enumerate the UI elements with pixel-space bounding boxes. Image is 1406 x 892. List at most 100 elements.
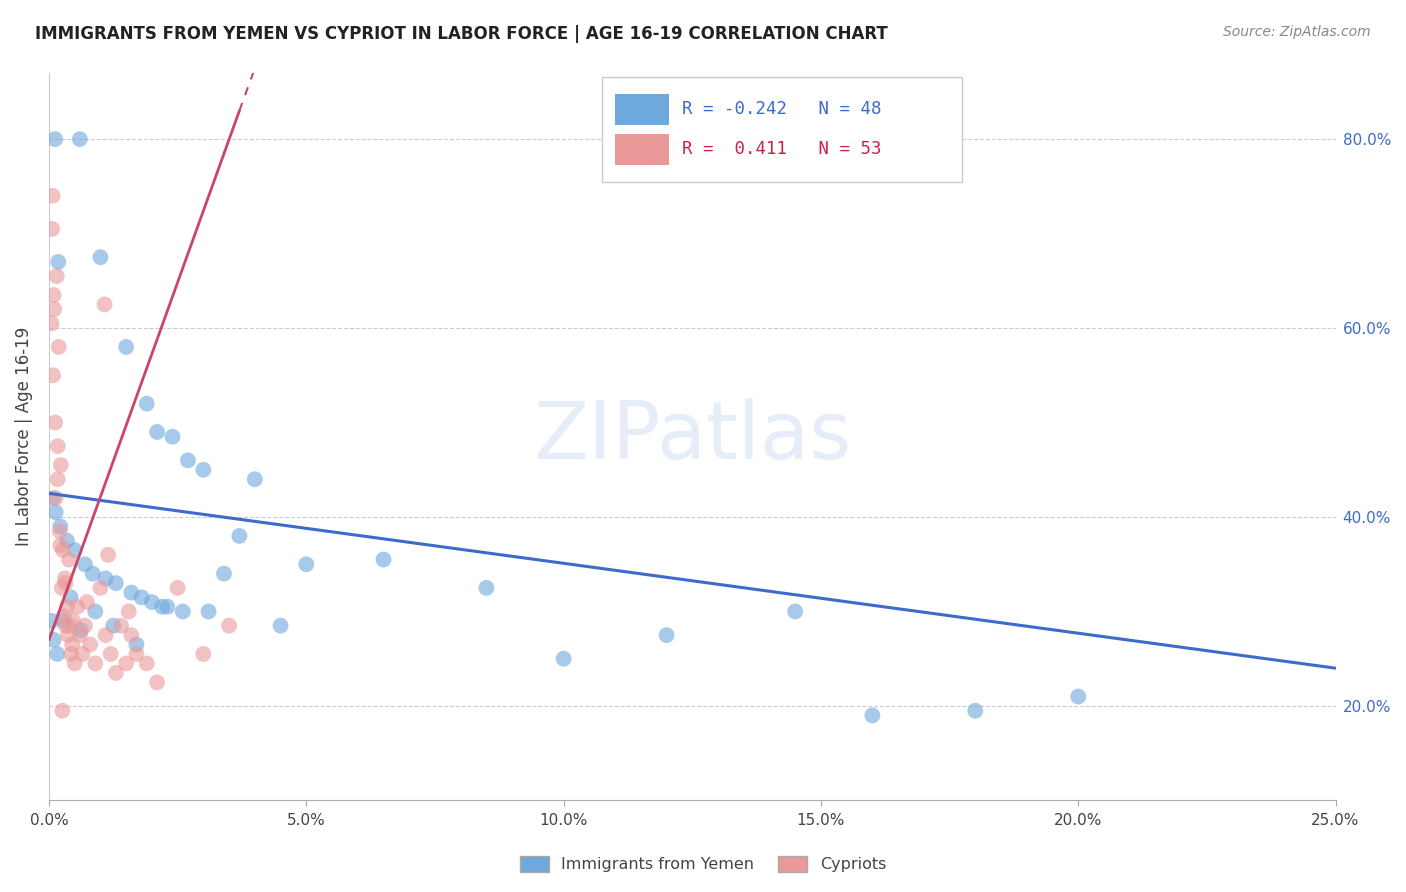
Point	[41, 189, 63, 203]
Point	[41, 222, 63, 236]
Point	[212, 566, 235, 581]
Point	[52, 543, 75, 558]
Point	[373, 552, 395, 566]
Point	[82, 566, 104, 581]
Point	[125, 638, 148, 652]
Point	[135, 397, 157, 411]
Point	[120, 585, 142, 599]
Point	[475, 581, 498, 595]
Point	[72, 647, 94, 661]
Legend: Immigrants from Yemen, Cypriots: Immigrants from Yemen, Cypriots	[513, 849, 893, 879]
Point	[42, 288, 65, 302]
Point	[46, 472, 69, 486]
Text: ZIPatlas: ZIPatlas	[533, 398, 851, 475]
Point	[172, 605, 194, 619]
Point	[94, 628, 117, 642]
Point	[63, 543, 86, 558]
Point	[553, 651, 575, 665]
Point	[243, 472, 266, 486]
Point	[860, 708, 883, 723]
Point	[59, 618, 82, 632]
Point	[89, 581, 111, 595]
Point	[62, 614, 84, 628]
Point	[45, 491, 67, 505]
Point	[103, 618, 125, 632]
Point	[49, 524, 72, 538]
Point	[162, 430, 184, 444]
Point	[89, 250, 111, 264]
Point	[228, 529, 250, 543]
Point	[115, 340, 138, 354]
Point	[42, 302, 65, 317]
FancyBboxPatch shape	[602, 77, 963, 182]
Text: Source: ZipAtlas.com: Source: ZipAtlas.com	[1223, 25, 1371, 39]
Point	[193, 463, 215, 477]
Point	[93, 297, 115, 311]
Point	[42, 491, 65, 505]
Point	[41, 316, 63, 330]
Point	[1067, 690, 1090, 704]
Point	[56, 533, 79, 548]
Point	[49, 519, 72, 533]
Point	[42, 632, 65, 647]
Y-axis label: In Labor Force | Age 16-19: In Labor Force | Age 16-19	[15, 327, 32, 546]
Point	[125, 647, 148, 661]
Point	[197, 605, 219, 619]
Point	[60, 647, 83, 661]
Point	[51, 581, 73, 595]
Point	[785, 605, 807, 619]
Point	[69, 628, 91, 642]
Text: IMMIGRANTS FROM YEMEN VS CYPRIOT IN LABOR FORCE | AGE 16-19 CORRELATION CHART: IMMIGRANTS FROM YEMEN VS CYPRIOT IN LABO…	[35, 25, 889, 43]
Point	[118, 605, 141, 619]
Point	[42, 368, 65, 383]
Point	[150, 599, 173, 614]
Point	[60, 638, 83, 652]
Point	[44, 132, 66, 146]
Point	[73, 618, 96, 632]
Point	[55, 618, 77, 632]
Point	[63, 657, 86, 671]
Point	[49, 538, 72, 552]
Point	[52, 614, 75, 628]
Point	[58, 552, 80, 566]
Point	[45, 505, 67, 519]
FancyBboxPatch shape	[614, 94, 669, 125]
Point	[69, 132, 91, 146]
Point	[131, 591, 153, 605]
Text: R =  0.411   N = 53: R = 0.411 N = 53	[682, 140, 882, 159]
Point	[97, 548, 120, 562]
Point	[48, 340, 70, 354]
Point	[193, 647, 215, 661]
Point	[110, 618, 132, 632]
Point	[94, 571, 117, 585]
Point	[146, 675, 169, 690]
Point	[52, 609, 75, 624]
Point	[76, 595, 98, 609]
Point	[55, 576, 77, 591]
Point	[79, 638, 101, 652]
Point	[51, 704, 73, 718]
Point	[100, 647, 122, 661]
Point	[56, 628, 79, 642]
Point	[84, 657, 107, 671]
Point	[146, 425, 169, 439]
Point	[66, 599, 89, 614]
Point	[49, 458, 72, 472]
Point	[141, 595, 163, 609]
Point	[270, 618, 292, 632]
Point	[46, 255, 69, 269]
FancyBboxPatch shape	[614, 134, 669, 165]
Point	[46, 439, 69, 453]
Point	[104, 576, 127, 591]
Point	[655, 628, 678, 642]
Point	[166, 581, 188, 595]
Point	[84, 605, 107, 619]
Point	[59, 591, 82, 605]
Point	[46, 647, 69, 661]
Point	[73, 558, 96, 572]
Point	[53, 571, 76, 585]
Point	[115, 657, 138, 671]
Point	[41, 614, 63, 628]
Point	[295, 558, 318, 572]
Point	[70, 624, 93, 638]
